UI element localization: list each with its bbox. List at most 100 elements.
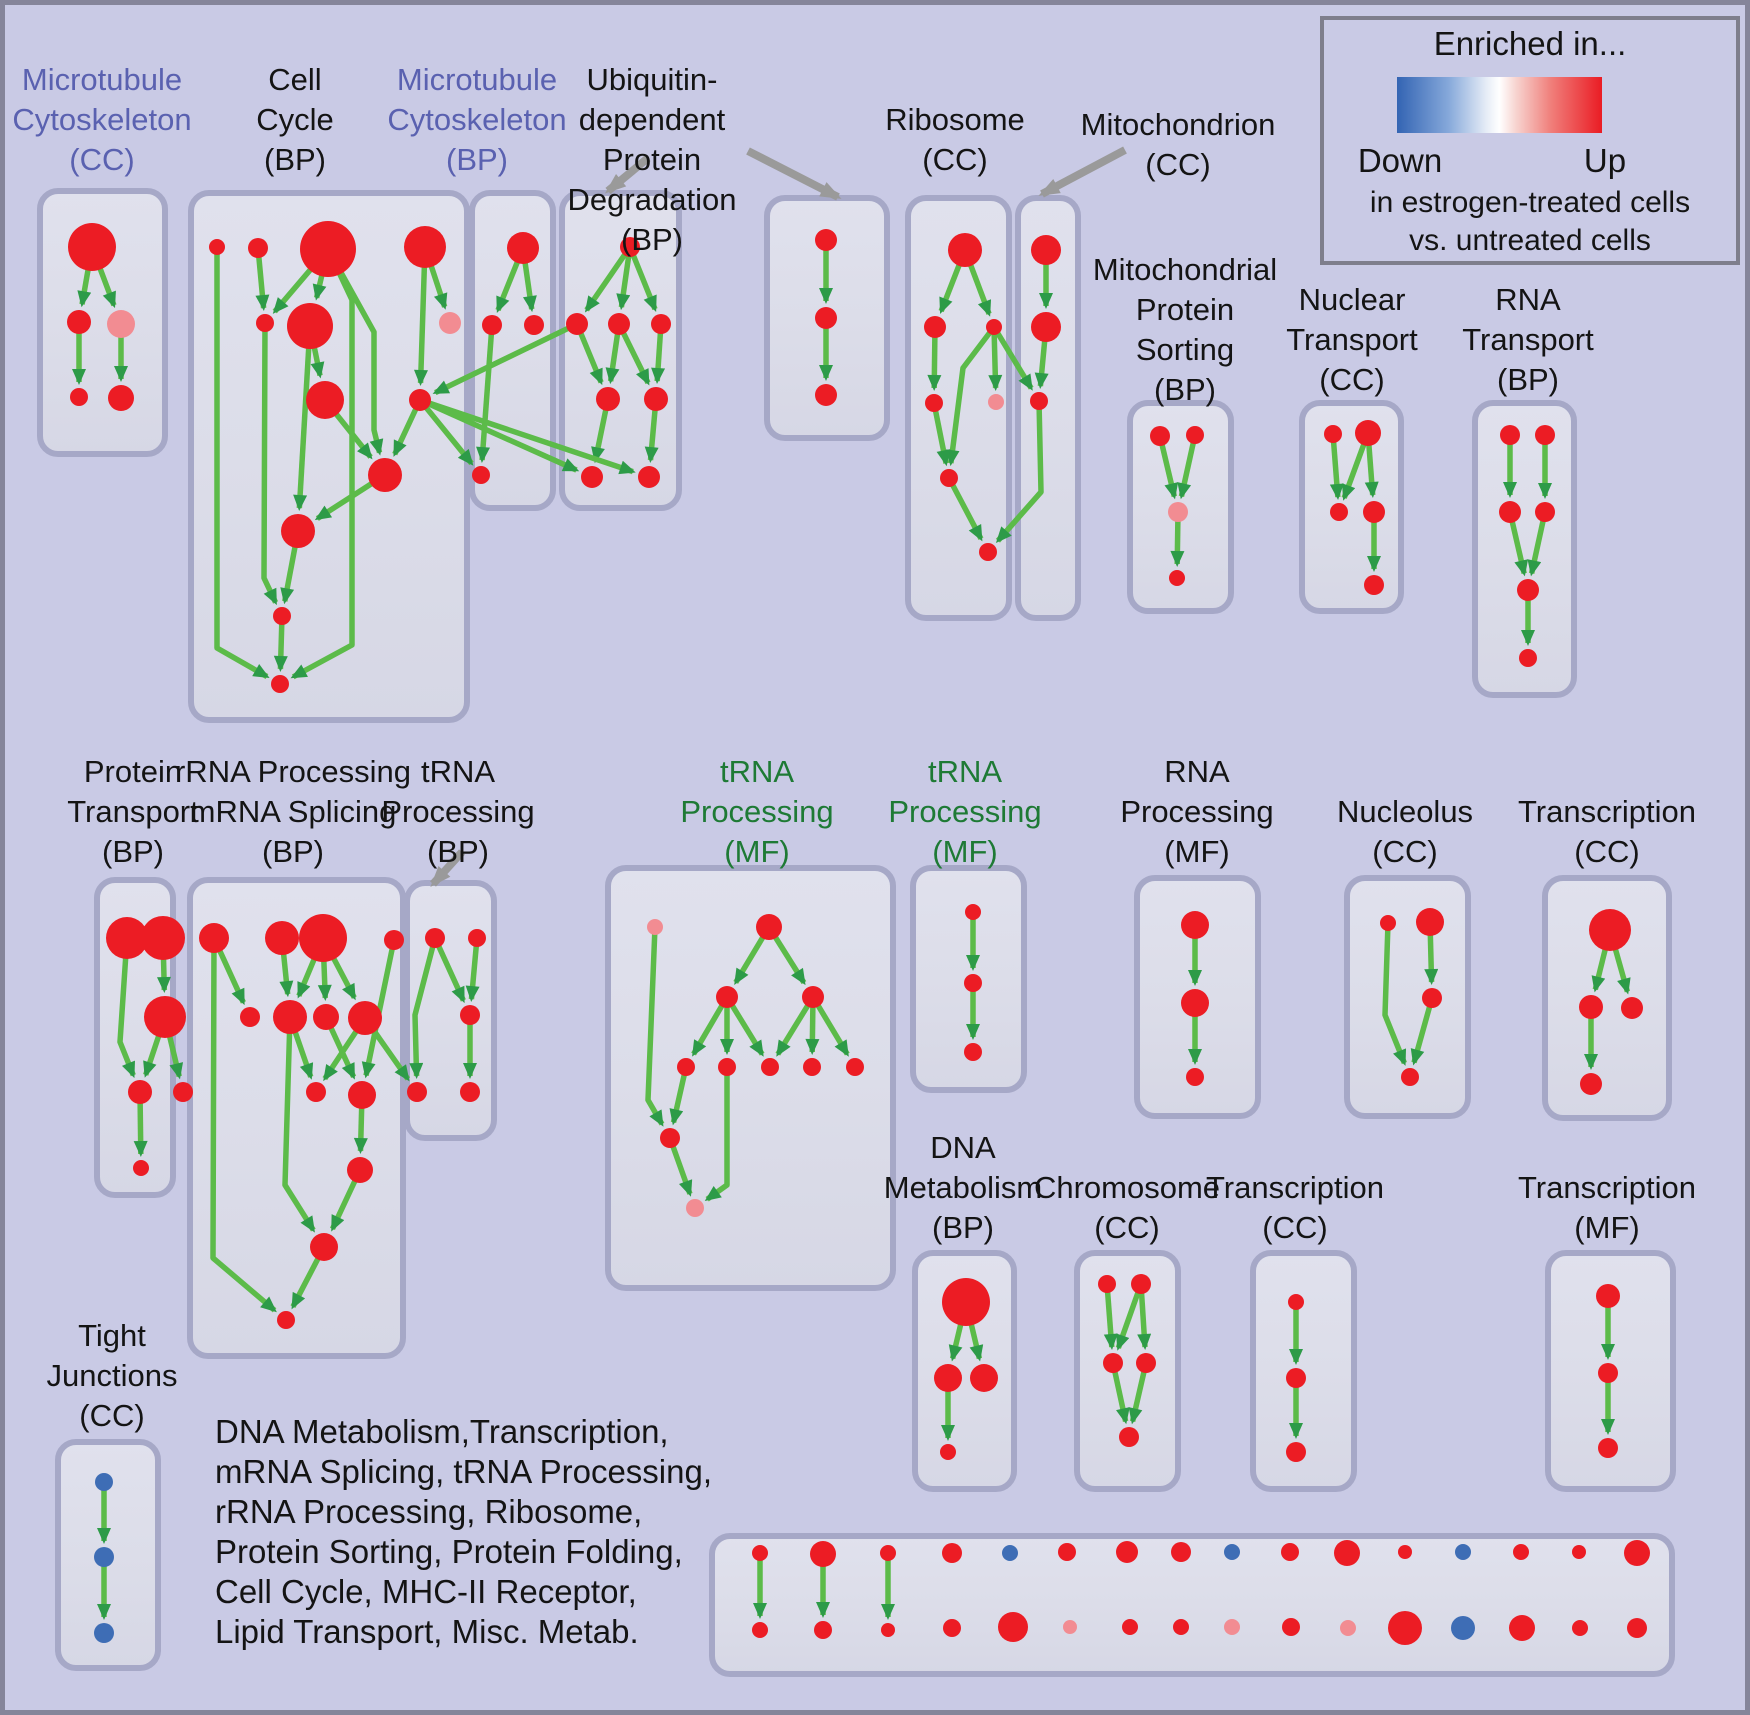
cluster-label-rrna: rRNA Processing mRNA Splicing (BP) [175,754,411,869]
edge-trna_mf1 [775,995,816,1057]
edge-ubq [627,245,658,312]
legend-title: Enriched in... [1434,25,1627,62]
go-term-node-ubq-u6 [644,387,668,411]
cluster-label-mito: Mitochondrion (CC) [1081,107,1276,182]
go-term-node-trans_cc3-l1 [1288,1294,1304,1310]
cluster-label-trans_cc2: Transcription (CC) [1518,794,1696,869]
cluster-box-mito [1015,195,1081,621]
go-term-node-rna_p-g3 [1186,1068,1204,1086]
go-term-node-rna_t-t3 [1499,501,1521,523]
go-term-node-mc_bp-m2 [482,315,502,335]
go-term-node-summary-c14t [1513,1544,1529,1560]
go-term-node-rrna-q13 [277,1311,295,1329]
go-term-node-chromosome-k1 [1098,1275,1116,1293]
go-term-node-trna_bp-d1 [425,928,445,948]
go-term-node-summary-c16t [1624,1540,1650,1566]
edge-mc_bp [476,324,495,464]
go-term-node-mc_bp-m1 [507,232,539,264]
go-term-node-mc_cc-a4 [70,388,88,406]
edge-cell_cycle [325,247,384,456]
go-term-node-trna_mf1-e1 [647,919,663,935]
cluster-box-chromosome [1074,1250,1181,1492]
cluster-label-prot_t: Protein Transport (BP) [67,754,199,869]
edge-nuclear [1329,433,1344,501]
go-term-node-trna_mf1-e11 [686,1199,704,1217]
go-term-node-summary-c15b [1572,1620,1588,1636]
go-term-node-summary-c12b [1388,1611,1422,1645]
go-term-node-cell_cycle-b4 [404,226,446,268]
go-term-node-ubq2-v3 [815,384,837,406]
edge-ubq [616,246,633,311]
edge-cell_cycle [255,247,270,312]
go-term-node-mc_cc-a5 [108,385,134,411]
go-term-node-trna_bp-d3 [407,1082,427,1102]
cluster-label-trans_cc3: Transcription (CC) [1206,1170,1384,1245]
cluster-label-trans_mf: Transcription (MF) [1518,1170,1696,1245]
go-term-node-summary-c3t [880,1545,896,1561]
go-term-node-ribosome-r4 [925,394,943,412]
go-term-node-dna_met-j1 [942,1278,990,1326]
go-term-node-rrna-q1 [199,923,229,953]
go-term-node-rrna-q8 [348,1001,382,1035]
go-term-node-trna_bp-d4 [460,1005,480,1025]
go-term-node-summary-c10t [1281,1543,1299,1561]
go-term-node-prot_t-p5 [173,1082,193,1102]
legend-gradient-bar [1397,77,1602,133]
edge-cell_cycle [293,325,313,512]
go-term-node-summary-c15t [1572,1545,1586,1559]
edge-trna_bp [409,937,438,1080]
go-term-node-summary-c1t [752,1545,768,1561]
go-term-node-trna_mf1-e2 [756,914,782,940]
go-term-node-rrna-q7 [313,1004,339,1030]
go-term-node-trans_mf-o2 [1598,1363,1618,1383]
go-term-node-mc_cc-a3 [107,310,135,338]
go-term-node-tight-z2 [94,1547,114,1567]
go-term-node-ribosome-r3 [986,319,1002,335]
go-term-node-trna_mf1-e7 [761,1058,779,1076]
go-term-node-rna_t-t2 [1535,425,1555,445]
go-term-node-ubq-u1 [620,237,640,257]
cluster-label-cell_cycle: Cell Cycle (BP) [256,62,334,177]
cluster-label-ribosome: Ribosome (CC) [885,102,1025,177]
edge-trna_bp [465,937,480,1003]
go-term-node-mito-w1 [1031,235,1061,265]
cluster-label-chromosome: Chromosome (CC) [1034,1170,1220,1245]
go-term-node-summary-c9b [1224,1619,1240,1635]
legend-down-label: Down [1358,142,1442,179]
go-term-node-ubq2-v1 [815,229,837,251]
go-term-node-summary-c4t [942,1543,962,1563]
go-term-node-ubq-u8 [638,466,660,488]
cluster-label-nucleolus: Nucleolus (CC) [1337,794,1473,869]
go-term-node-chromosome-k2 [1131,1274,1151,1294]
cluster-label-ubq: Ubiquitin-dependent Protein Degradation (BP… [568,62,737,257]
go-term-node-nucleolus-h4 [1401,1068,1419,1086]
go-term-node-rrna-q6 [273,1000,307,1034]
cluster-label-mito_sort: Mitochondrial Protein Sorting (BP) [1093,252,1277,407]
go-term-node-cell_cycle-b12 [273,607,291,625]
go-term-node-trna_mf1-e4 [802,986,824,1008]
go-term-node-prot_t-p1 [106,917,148,959]
go-term-node-chromosome-k5 [1119,1427,1139,1447]
go-term-node-dna_met-j4 [940,1444,956,1460]
go-term-node-trna_mf2-f3 [964,1043,982,1061]
cluster-box-rna_t [1472,400,1577,698]
go-term-node-ubq-u5 [596,387,620,411]
go-term-node-rna_t-t5 [1517,579,1539,601]
cluster-label-trna_mf2: tRNA Processing (MF) [888,754,1041,869]
go-term-node-tight-z1 [95,1473,113,1491]
go-term-node-ribosome-r2 [924,316,946,338]
cluster-label-trna_mf1: tRNA Processing (MF) [680,754,833,869]
edge-cross [418,397,580,473]
edge-prot_t [117,937,136,1079]
edge-cross [432,321,579,396]
go-term-node-trna_mf1-e3 [716,986,738,1008]
edge-ribosome [945,325,997,467]
go-term-node-summary-c11t [1334,1540,1360,1566]
edge-ribosome [988,326,1003,392]
edge-cross [995,400,1044,544]
cluster-label-mc_cc: Microtubule Cytoskeleton (CC) [12,62,191,177]
go-term-node-chromosome-k3 [1103,1353,1123,1373]
cluster-label-tight: Tight Junctions (CC) [47,1318,178,1433]
cluster-box-trans_cc3 [1250,1250,1357,1492]
edge-cell_cycle [261,322,279,606]
